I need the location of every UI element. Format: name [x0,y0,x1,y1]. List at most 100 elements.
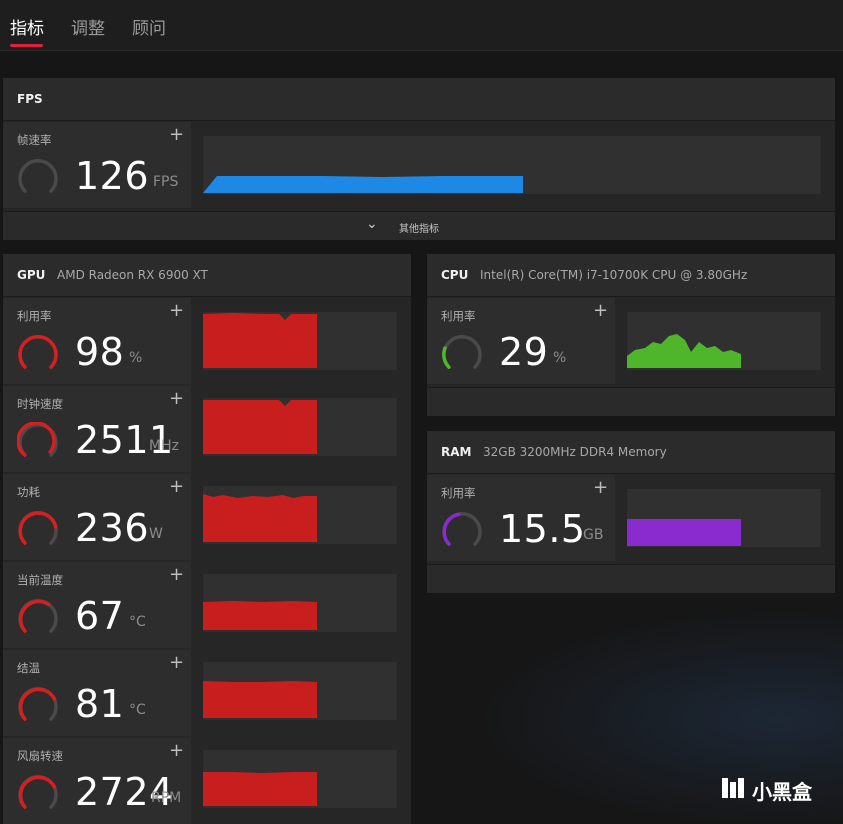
fps-metric-cell: 帧速率 + 126 FPS [3,122,191,208]
gpu-metric-cell: 利用率 + 98 % [3,298,191,384]
gpu-fan-gauge-icon [18,775,58,809]
cpu-metric-unit: % [553,350,567,366]
ram-panel-title: RAM [441,445,472,459]
add-metric-button[interactable]: + [169,476,185,497]
gpu-metric-unit: % [129,350,143,366]
add-metric-button[interactable]: + [169,740,185,761]
xiaoheihe-logo-icon [722,778,744,798]
gpu-clock-gauge-icon [17,422,58,457]
gpu-fan-graph [203,750,397,808]
fps-metric-label: 帧速率 [17,133,52,147]
gpu-junction-temp-graph [203,662,397,720]
gpu-panel-header: GPU AMD Radeon RX 6900 XT [3,254,411,297]
cpu-usage-gauge-icon [442,335,482,369]
ram-metric-cell: 利用率 + 15.5 GB [427,475,615,561]
cpu-usage-graph-area [627,334,741,368]
gpu-metric-row: 功耗 + 236 W [3,474,411,560]
tab-metrics[interactable]: 指标 [10,19,44,39]
ram-usage-gauge-icon [442,512,482,546]
active-tab-indicator [10,44,43,47]
gpu-metric-row: 风扇转速 + 2724 RPM [3,738,411,824]
add-metric-button[interactable]: + [593,300,609,321]
add-metric-button[interactable]: + [593,477,609,498]
chevron-down-icon[interactable]: ⌄ [366,216,378,232]
gpu-metric-unit: W [149,526,163,542]
gpu-clock-graph [203,398,397,456]
tab-tuning[interactable]: 调整 [71,19,105,39]
add-metric-button[interactable]: + [169,564,185,585]
gpu-power-graph-area [203,494,317,542]
gpu-metric-unit: °C [129,614,146,630]
gpu-metric-cell: 功耗 + 236 W [3,474,191,560]
cpu-panel-title: CPU [441,268,469,282]
add-metric-button[interactable]: + [169,652,185,673]
gpu-metric-cell: 结温 + 81 °C [3,650,191,736]
gpu-junction-temp-graph-area [203,681,317,718]
gpu-metric-row: 结温 + 81 °C [3,650,411,736]
fps-panel: FPS 帧速率 + 126 FPS ⌄ 其他指标 [3,78,835,240]
gpu-metric-row: 当前温度 + 67 °C [3,562,411,648]
gpu-usage-graph-area [203,313,317,368]
gpu-metric-label: 时钟速度 [17,397,63,411]
gpu-usage-graph [203,312,397,370]
ram-panel-footer [427,564,835,593]
gpu-metric-cell: 当前温度 + 67 °C [3,562,191,648]
more-metrics-bar[interactable]: ⌄ 其他指标 [3,211,835,240]
cpu-usage-graph [627,312,821,370]
gpu-panel-title: GPU [17,268,46,282]
fps-unit: FPS [153,174,179,190]
gpu-power-gauge-icon [18,511,58,545]
gpu-metric-value: 236 [75,506,150,550]
cpu-metric-value: 29 [499,330,549,374]
gpu-metric-value: 2724 [75,770,174,814]
gpu-temp-graph-area [203,601,317,630]
gpu-metric-value: 98 [75,330,125,374]
gpu-power-graph [203,486,397,544]
gpu-junction-temp-gauge-icon [18,687,58,721]
gpu-metric-label: 利用率 [17,309,52,323]
gpu-metric-value: 2511 [75,418,174,462]
gpu-metric-label: 当前温度 [17,573,63,587]
ram-metric-value: 15.5 [499,507,586,551]
gpu-temp-graph [203,574,397,632]
top-tab-bar: 指标 调整 顾问 [0,0,843,51]
gpu-clock-graph-area [203,400,317,454]
gpu-metric-value: 67 [75,594,125,638]
gpu-fan-graph-area [203,772,317,806]
add-metric-button[interactable]: + [169,388,185,409]
fps-gauge-icon [18,159,58,193]
add-metric-button[interactable]: + [169,124,185,145]
ram-metric-row: 利用率 + 15.5 GB [427,475,835,563]
gpu-metric-row: 时钟速度 + 2511 MHz [3,386,411,472]
cpu-panel-header: CPU Intel(R) Core(TM) i7-10700K CPU @ 3.… [427,254,835,297]
fps-graph-area [203,176,523,193]
ram-metric-label: 利用率 [441,486,476,500]
fps-value: 126 [75,154,150,198]
gpu-metric-cell: 时钟速度 + 2511 MHz [3,386,191,472]
add-metric-button[interactable]: + [169,300,185,321]
cpu-panel-subtitle: Intel(R) Core(TM) i7-10700K CPU @ 3.80GH… [480,268,748,282]
gpu-temp-gauge-icon [18,599,58,633]
gpu-metric-cell: 风扇转速 + 2724 RPM [3,738,191,824]
ram-panel-header: RAM 32GB 3200MHz DDR4 Memory [427,431,835,474]
gpu-metric-unit: °C [129,702,146,718]
gpu-metric-label: 结温 [17,661,40,675]
gpu-usage-gauge-icon [18,335,58,369]
fps-panel-header: FPS [3,78,835,121]
cpu-metric-cell: 利用率 + 29 % [427,298,615,384]
ram-panel: RAM 32GB 3200MHz DDR4 Memory 利用率 + 15.5 … [427,431,835,593]
cpu-panel: CPU Intel(R) Core(TM) i7-10700K CPU @ 3.… [427,254,835,416]
more-metrics-label[interactable]: 其他指标 [399,224,439,235]
gpu-metric-row: 利用率 + 98 % [3,298,411,384]
gpu-metric-unit: RPM [151,790,182,806]
gpu-metric-label: 风扇转速 [17,749,63,763]
ram-usage-graph-area [627,519,741,546]
tab-advisor[interactable]: 顾问 [132,19,166,39]
cpu-panel-footer [427,387,835,416]
fps-metric-row: 帧速率 + 126 FPS [3,122,835,210]
cpu-metric-row: 利用率 + 29 % [427,298,835,386]
ram-metric-unit: GB [583,527,604,543]
gpu-metric-unit: MHz [149,438,179,454]
gpu-panel-subtitle: AMD Radeon RX 6900 XT [57,268,208,282]
cpu-metric-label: 利用率 [441,309,476,323]
